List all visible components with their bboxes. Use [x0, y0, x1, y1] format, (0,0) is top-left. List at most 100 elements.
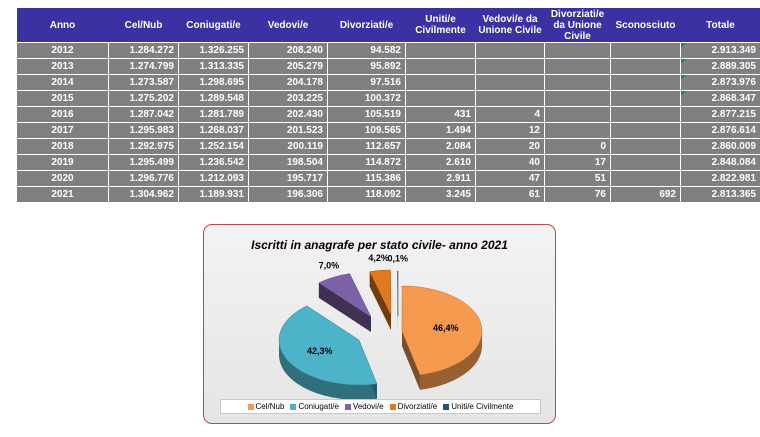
table-row: 2019 1.295.499 1.236.542 198.504 114.872 2.61… [16, 154, 760, 171]
table-cell: 2.876.614 [680, 122, 760, 139]
table-row: 2021 1.304.962 1.189.931 196.306 118.092 3.24… [16, 186, 760, 203]
table-cell: 2013 [16, 58, 109, 75]
table-cell: 201.523 [248, 122, 328, 139]
table-cell: 51 [544, 170, 611, 187]
table-cell: 1.326.255 [178, 42, 249, 59]
data-label: 4,2% [368, 253, 389, 263]
table-cell [475, 90, 545, 107]
table-cell: 47 [475, 170, 545, 187]
pie-slice-radial-wall [369, 271, 391, 330]
table-row: 2013 1.274.799 1.313.335 205.279 95.892 2.889… [16, 58, 760, 75]
table-cell: 2.913.349 [680, 42, 760, 59]
table-cell: 97.516 [327, 74, 406, 91]
table-cell: 431 [405, 106, 476, 123]
table-row: 2017 1.295.983 1.268.037 201.523 109.565 1.49… [16, 122, 760, 139]
data-label: 7,0% [319, 261, 340, 271]
table-cell: 2.084 [405, 138, 476, 155]
pie-slice-radial-wall [318, 282, 371, 332]
table-cell: 2.813.365 [680, 186, 760, 203]
table-cell [544, 106, 611, 123]
table-cell: 2020 [16, 170, 109, 187]
table-cell: 95.892 [327, 58, 406, 75]
legend-swatch [344, 403, 351, 410]
pie-slice-vedovi-e [318, 273, 372, 318]
table-cell: 205.279 [248, 58, 328, 75]
table-cell: 1.252.154 [178, 138, 249, 155]
table-cell: 1.212.093 [178, 170, 249, 187]
legend-swatch [389, 403, 396, 410]
table-cell [610, 74, 681, 91]
table-cell: 115.386 [327, 170, 406, 187]
table-cell: 4 [475, 106, 545, 123]
pie-slice-side [402, 331, 482, 390]
table-cell: 2016 [16, 106, 109, 123]
pie-slice-outer-wall [419, 331, 482, 390]
table-cell: 1.274.799 [108, 58, 179, 75]
column-header: Anno [16, 8, 109, 43]
legend-swatch [247, 403, 254, 410]
table-cell: 40 [475, 154, 545, 171]
table-cell: 1.298.695 [178, 74, 249, 91]
column-header: Coniugati/e [178, 8, 249, 43]
table-cell: 3.245 [405, 186, 476, 203]
table-cell: 2.911 [405, 170, 476, 187]
table-cell: 1.292.975 [108, 138, 179, 155]
table-cell: 2.822.981 [680, 170, 760, 187]
table-cell: 203.225 [248, 90, 328, 107]
pie-chart: 46,4% 42,3% 7,0% 4,2%0,1% [278, 253, 483, 400]
column-header: Totale [680, 8, 760, 43]
table-cell [610, 122, 681, 139]
table-cell [544, 90, 611, 107]
legend-item: Vedovi/e [344, 402, 384, 411]
table-cell: 2012 [16, 42, 109, 59]
table-body: 2012 1.284.272 1.326.255 208.240 94.582 2.913… [16, 42, 760, 203]
table-cell: 61 [475, 186, 545, 203]
table-cell [475, 42, 545, 59]
column-header: Sconosciuto [610, 8, 681, 43]
table-cell [475, 74, 545, 91]
column-header: Uniti/e Civilmente [405, 8, 476, 43]
chart-legend: Cel/Nub Coniugati/e Vedovi/e Divorziati/e Un… [220, 399, 541, 414]
table-cell [405, 90, 476, 107]
table-row: 2012 1.284.272 1.326.255 208.240 94.582 2.913… [16, 42, 760, 59]
table-cell [610, 154, 681, 171]
table-cell: 109.565 [327, 122, 406, 139]
table-cell: 1.189.931 [178, 186, 249, 203]
table-cell: 196.306 [248, 186, 328, 203]
stat-table: Anno Cel/Nub Coniugati/e Vedovi/e Divorziati… [16, 8, 760, 203]
data-label: 46,4% [433, 323, 459, 333]
table-cell: 1.296.776 [108, 170, 179, 187]
legend-swatch [290, 403, 297, 410]
table-cell: 208.240 [248, 42, 328, 59]
table-cell: 20 [475, 138, 545, 155]
data-label: 0,1% [387, 254, 408, 264]
table-cell: 195.717 [248, 170, 328, 187]
legend-item: Uniti/e Civilmente [443, 402, 513, 411]
legend-label: Coniugati/e [298, 402, 339, 411]
table-cell: 2017 [16, 122, 109, 139]
table-cell: 1.304.962 [108, 186, 179, 203]
pie-slice-uniti-e-civilmente [397, 270, 399, 317]
table-cell [405, 42, 476, 59]
table-cell: 202.430 [248, 106, 328, 123]
table-cell: 1.287.042 [108, 106, 179, 123]
data-label: 42,3% [307, 346, 333, 356]
legend-label: Divorziati/e [397, 402, 438, 411]
table-cell: 1.494 [405, 122, 476, 139]
legend-item: Coniugati/e [290, 402, 339, 411]
table-cell: 1.313.335 [178, 58, 249, 75]
table-cell: 2.889.305 [680, 58, 760, 75]
table-cell: 1.275.202 [108, 90, 179, 107]
table-cell: 2.848.084 [680, 154, 760, 171]
pie-slice-divorziati-e [369, 269, 392, 316]
table-row: 2014 1.273.587 1.298.695 204.178 97.516 2.873… [16, 74, 760, 91]
table-cell: 100.372 [327, 90, 406, 107]
table-cell: 692 [610, 186, 681, 203]
table-cell: 2.873.976 [680, 74, 760, 91]
table-row: 2016 1.287.042 1.281.789 202.430 105.519 431 4… [16, 106, 760, 123]
chart-panel: 46,4% 42,3% 7,0% 4,2% 0,1% Iscritti in anagr… [203, 224, 556, 424]
column-header: Divorziati/e [327, 8, 406, 43]
table-cell [405, 74, 476, 91]
table-cell [405, 58, 476, 75]
table-cell: 17 [544, 154, 611, 171]
